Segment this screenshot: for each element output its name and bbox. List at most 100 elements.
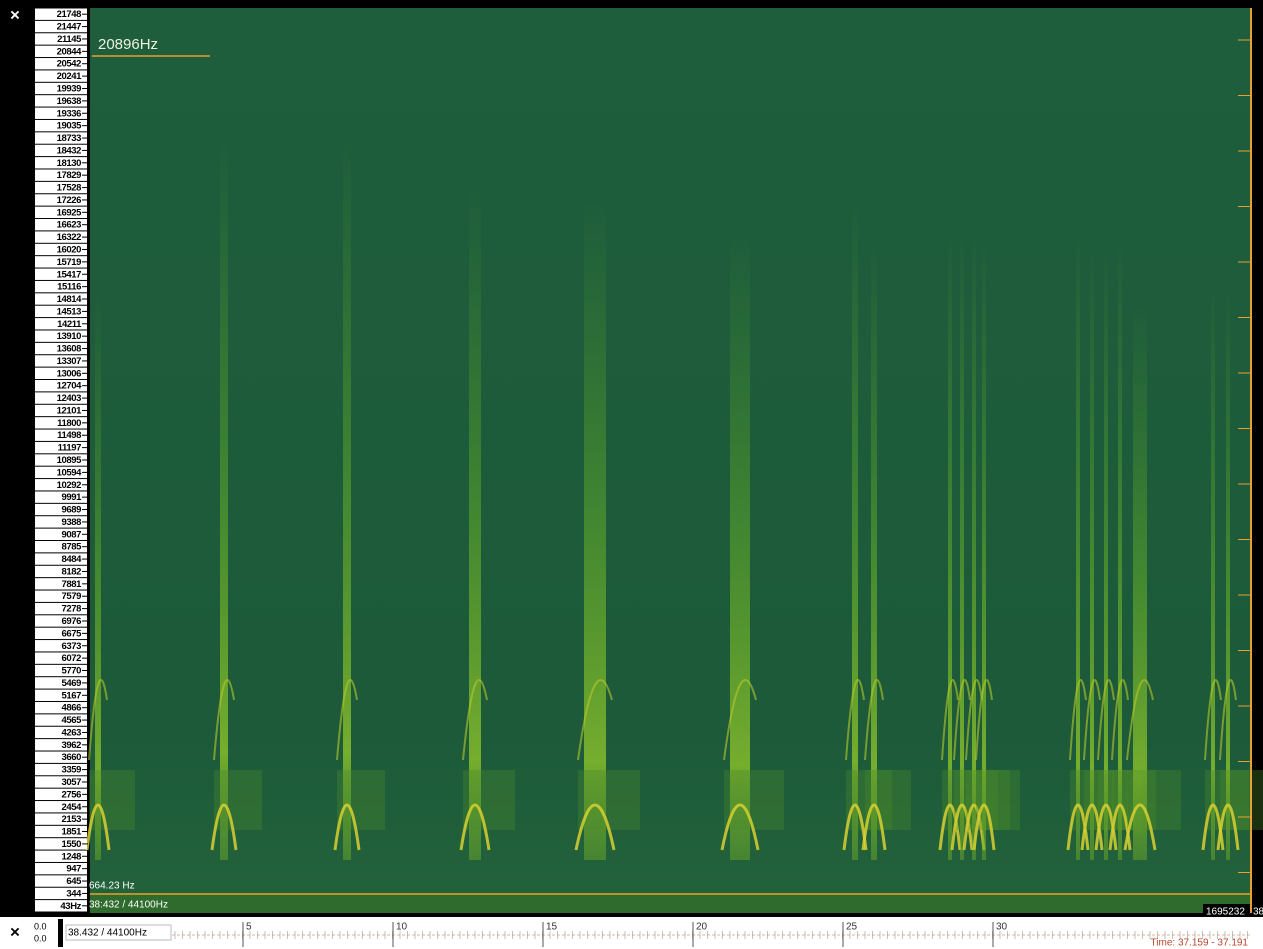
frequency-label-box xyxy=(35,206,87,219)
energy-band xyxy=(584,200,606,860)
frequency-label-box xyxy=(35,157,87,169)
energy-contour xyxy=(723,679,757,761)
frequency-label: 1851 xyxy=(61,827,82,838)
energy-contour xyxy=(1123,803,1157,851)
frequency-label: 3962 xyxy=(61,740,81,751)
frequency-label-box xyxy=(35,305,87,318)
frequency-label-box xyxy=(35,627,87,640)
energy-contour xyxy=(459,803,491,851)
frequency-label-box xyxy=(35,380,87,392)
frequency-label-box xyxy=(35,739,87,751)
frequency-label: 1550 xyxy=(61,839,81,850)
energy-harmonic xyxy=(578,770,640,830)
frequency-label: 20241 xyxy=(57,71,83,82)
sample-counter: 1695232 xyxy=(1206,907,1245,918)
frequency-label: 20542 xyxy=(57,59,82,70)
frequency-label: 13910 xyxy=(57,331,82,342)
frequency-label: 9991 xyxy=(61,492,82,503)
frequency-label: 645 xyxy=(66,876,82,887)
frequency-label-box xyxy=(35,392,87,404)
energy-contour xyxy=(462,679,488,761)
time-range: Time: 37.159 - 37.191 xyxy=(1151,938,1249,949)
energy-contour xyxy=(1083,679,1101,761)
frequency-label: 9087 xyxy=(61,529,81,540)
energy-band xyxy=(730,230,750,860)
energy-contour xyxy=(1066,803,1090,851)
frequency-label-box xyxy=(35,119,87,132)
frequency-label: 19638 xyxy=(57,96,82,107)
frequency-label-box xyxy=(35,850,87,862)
energy-harmonic xyxy=(337,770,385,830)
energy-band xyxy=(1090,250,1094,860)
energy-contour xyxy=(861,803,887,851)
close-button[interactable]: × xyxy=(10,5,20,24)
frequency-label-box xyxy=(35,219,87,231)
frequency-label-box xyxy=(35,701,87,714)
frequency-label: 21447 xyxy=(57,22,82,33)
frequency-label: 5469 xyxy=(61,678,81,689)
frequency-label: 21748 xyxy=(57,9,82,20)
energy-band xyxy=(469,190,481,860)
frequency-label: 10292 xyxy=(57,480,82,491)
frequency-label: 17829 xyxy=(57,170,82,181)
bottom-position: 38.432 / 44100Hz xyxy=(68,928,147,939)
frequency-label-box xyxy=(35,231,87,243)
cursor-frequency: 20896Hz xyxy=(98,36,158,53)
energy-band xyxy=(871,240,877,860)
counter-box xyxy=(1203,904,1250,918)
energy-contour xyxy=(1204,679,1222,761)
position-box xyxy=(65,924,172,941)
energy-harmonic xyxy=(89,770,135,830)
close-button[interactable]: × xyxy=(10,922,20,941)
frequency-label: 4263 xyxy=(61,727,81,738)
frequency-label: 7278 xyxy=(61,604,81,615)
frequency-label: 19939 xyxy=(57,84,82,95)
frequency-label-box xyxy=(35,503,87,516)
right-edge xyxy=(1250,8,1252,913)
energy-contour xyxy=(88,679,108,761)
frequency-label: 11498 xyxy=(57,430,81,441)
energy-contour xyxy=(1080,803,1104,851)
energy-band xyxy=(220,140,228,860)
frequency-label-box xyxy=(35,652,87,664)
frequency-label: 14814 xyxy=(57,294,83,305)
frequency-label-box xyxy=(35,58,87,70)
energy-harmonic xyxy=(1220,770,1263,830)
frequency-label-box xyxy=(35,763,87,776)
frequency-label: 3057 xyxy=(61,777,81,788)
energy-band xyxy=(1104,250,1108,860)
energy-contour xyxy=(1111,679,1129,761)
energy-contour xyxy=(842,803,868,851)
frequency-label: 11197 xyxy=(58,443,81,454)
energy-band xyxy=(1118,240,1122,860)
frequency-label: 15719 xyxy=(57,257,82,268)
frequency-label-box xyxy=(35,615,87,627)
frequency-label-box xyxy=(35,640,87,652)
frequency-label: 16020 xyxy=(57,244,82,255)
energy-contour xyxy=(720,803,760,851)
frequency-label-box xyxy=(35,540,87,553)
energy-contour xyxy=(864,679,884,761)
frequency-label: 5770 xyxy=(61,666,81,677)
energy-contour xyxy=(975,679,993,761)
frequency-label: 15116 xyxy=(57,282,81,293)
energy-contour xyxy=(1094,803,1118,851)
energy-contour xyxy=(1097,679,1115,761)
energy-contour xyxy=(1126,679,1154,761)
frequency-label: 7881 xyxy=(61,579,82,590)
frequency-label: 13608 xyxy=(57,344,82,355)
frequency-label-box xyxy=(35,664,87,677)
frequency-label: 14513 xyxy=(57,306,82,317)
energy-contour xyxy=(336,679,358,761)
energy-contour xyxy=(953,679,971,761)
frequency-label-box xyxy=(35,132,87,144)
frequency-label: 12101 xyxy=(57,405,83,416)
frequency-label-box xyxy=(35,887,87,900)
frequency-label-box xyxy=(35,726,87,739)
frequency-label: 12704 xyxy=(57,381,83,392)
energy-band xyxy=(343,140,351,860)
level-meter xyxy=(58,919,63,947)
energy-harmonic xyxy=(1127,770,1181,830)
frequency-label-box xyxy=(35,602,87,615)
